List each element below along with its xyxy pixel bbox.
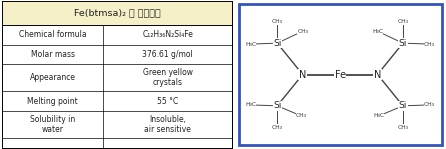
Text: CH₃: CH₃ [397,125,409,129]
Text: Insoluble,
air sensitive: Insoluble, air sensitive [144,115,191,134]
Text: H₃C: H₃C [372,29,383,34]
Bar [2,1,232,25]
Text: N: N [299,69,306,80]
Text: Si: Si [399,39,407,48]
Text: C₁₂H₃₆N₂Si₄Fe: C₁₂H₃₆N₂Si₄Fe [142,30,193,39]
Text: Si: Si [273,39,281,48]
Text: Si: Si [399,101,407,110]
Text: 55 °C: 55 °C [157,97,178,106]
Text: Solubility in
water: Solubility in water [30,115,75,134]
Text: H₃C: H₃C [373,114,384,118]
Text: 376.61 g/mol: 376.61 g/mol [142,50,193,59]
Text: Green yellow
crystals: Green yellow crystals [143,68,193,87]
FancyBboxPatch shape [239,4,442,145]
Text: Melting point: Melting point [27,97,78,106]
Text: H₃C: H₃C [245,102,256,107]
Text: CH₃: CH₃ [272,125,283,129]
Text: Fe: Fe [334,69,346,80]
Text: Chemical formula: Chemical formula [19,30,87,39]
Text: Molar mass: Molar mass [31,50,75,59]
Text: H₃C: H₃C [245,42,256,47]
Text: Appearance: Appearance [30,73,76,82]
Text: CH₃: CH₃ [424,42,435,47]
Text: Si: Si [273,101,281,110]
Text: CH₃: CH₃ [272,20,283,24]
Text: CH₃: CH₃ [424,102,435,107]
Text: N: N [374,69,381,80]
Text: CH₃: CH₃ [397,20,409,24]
Text: CH₃: CH₃ [296,114,307,118]
Text: Fe(btmsa)₂ 의 물성특성: Fe(btmsa)₂ 의 물성특성 [74,9,161,18]
Text: CH₃: CH₃ [297,29,308,34]
